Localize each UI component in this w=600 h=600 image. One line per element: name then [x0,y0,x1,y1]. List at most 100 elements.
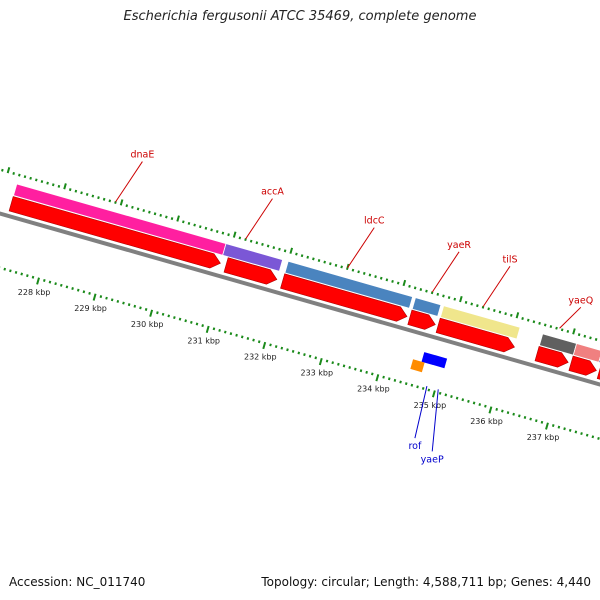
outer-tick [278,247,281,251]
outer-tick [125,204,129,208]
outer-tick [464,300,468,304]
inner-tick [506,411,510,415]
outer-tick [283,249,287,253]
inner-tick [65,285,69,289]
inner-tick [314,356,318,360]
inner-tick [318,357,323,366]
inner-tick [540,420,544,424]
backbone-line [0,211,600,387]
inner-tick [99,295,103,299]
inner-tick [342,364,346,368]
outer-tick [74,189,78,193]
inner-tick [274,345,278,349]
inner-tick [410,383,414,387]
outer-tick [526,318,530,322]
cds-arrow-track [8,196,600,380]
inner-tick [116,299,120,303]
inner-tick [495,407,499,411]
inner-tick [331,361,335,365]
inner-tick [20,272,24,276]
inner-tick [139,306,142,310]
outer-tick [6,167,11,174]
topology-text: Topology: circular; Length: 4,588,711 bp… [261,575,591,589]
inner-tick [76,288,80,292]
gene-label-leader [115,161,143,203]
gene-label-bottom: yaeP [421,454,444,465]
outer-tick [23,175,27,179]
outer-tick [12,172,15,175]
inner-tick [43,279,46,282]
outer-tick [329,262,332,266]
gene-feature-bar [222,243,284,272]
inner-tick [563,427,566,431]
inner-tick [393,378,397,382]
inner-tick [92,293,97,301]
inner-tick [149,309,154,317]
inner-tick [450,395,453,398]
inner-tick [325,359,329,363]
inner-tick [354,367,357,371]
outer-tick [453,297,457,301]
outer-tick [159,213,163,217]
inner-tick [3,267,7,271]
inner-tick [585,433,589,437]
outer-tick [255,241,259,245]
outer-tick [57,184,61,188]
inner-tick [201,324,204,328]
inner-tick [518,414,521,418]
inner-tick [286,348,289,352]
outer-tick [210,228,213,232]
outer-tick [509,313,513,317]
outer-tick [317,259,321,262]
inner-tick [427,388,431,392]
inner-tick [512,412,515,416]
outer-tick [97,196,100,200]
inner-tick [122,301,125,305]
inner-tick [291,349,295,353]
cds-arrow [8,196,221,269]
cds-arrow [596,367,600,380]
inner-tick [568,428,572,432]
gene-label-bottom: rof [408,441,422,452]
outer-tick [419,288,423,291]
outer-tick [436,292,440,296]
inner-tick [133,304,137,308]
inner-tick [252,338,255,342]
inner-tick [235,333,238,337]
inner-tick [303,353,306,357]
outer-tick [198,225,202,229]
inner-tick [280,346,284,350]
outer-tick [102,197,106,201]
outer-tick [182,220,185,224]
outer-tick [266,244,270,248]
outer-tick [493,308,496,312]
outer-tick [136,207,140,211]
inner-tick [523,415,527,419]
tick-label: 231 kbp [187,336,220,345]
inner-tick [484,404,487,408]
outer-tick [306,255,310,259]
gene-label-top: yaeR [447,240,471,251]
outer-tick [408,284,411,288]
inner-tick [195,322,199,326]
inner-tick [472,401,476,405]
outer-tick [289,247,294,254]
outer-tick [425,289,428,293]
outer-tick [487,307,490,311]
gene-label-top: accA [261,187,284,198]
inner-tick [229,332,233,336]
outer-tick [351,268,355,272]
outer-tick [187,221,191,225]
inner-tick [359,369,363,373]
outer-tick [148,210,151,214]
inner-tick [574,430,578,434]
outer-tick [238,236,242,240]
tick-label: 233 kbp [300,369,333,378]
outer-tick [334,263,338,267]
inner-tick [9,269,12,273]
outer-tick [176,215,180,222]
outer-tick [1,168,4,172]
tick-label: 230 kbp [131,320,164,329]
accession-text: Accession: NC_011740 [9,575,146,589]
